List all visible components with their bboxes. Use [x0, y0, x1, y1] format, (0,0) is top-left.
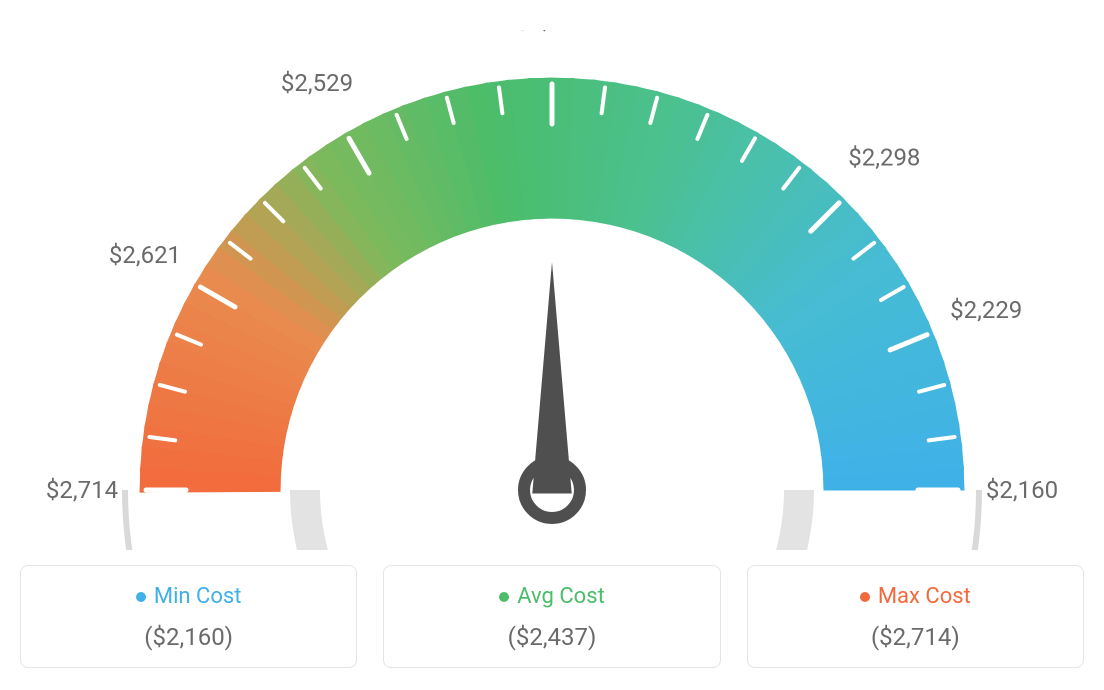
- legend-title-avg: Avg Cost: [394, 584, 709, 609]
- gauge-tick-label: $2,229: [950, 296, 1022, 324]
- legend-title-text-avg: Avg Cost: [517, 584, 605, 609]
- legend-card-max: Max Cost ($2,714): [747, 565, 1084, 668]
- legend-card-min: Min Cost ($2,160): [20, 565, 357, 668]
- legend-card-avg: Avg Cost ($2,437): [383, 565, 720, 668]
- legend-value-max: ($2,714): [758, 623, 1073, 651]
- legend-title-min: Min Cost: [31, 584, 346, 609]
- legend-dot-max: [860, 592, 870, 602]
- legend-dot-avg: [499, 592, 509, 602]
- gauge-tick-label: $2,621: [109, 241, 181, 269]
- legend-title-text-max: Max Cost: [878, 584, 971, 609]
- gauge-tick-label: $2,160: [986, 476, 1058, 504]
- legend-value-min: ($2,160): [31, 623, 346, 651]
- legend-dot-min: [136, 592, 146, 602]
- legend-value-avg: ($2,437): [394, 623, 709, 651]
- legend-title-text-min: Min Cost: [154, 584, 242, 609]
- gauge-tick-label: $2,714: [46, 476, 118, 504]
- gauge-tick-label: $2,437: [516, 30, 588, 34]
- legend-title-max: Max Cost: [758, 584, 1073, 609]
- gauge-tick-label: $2,298: [848, 144, 920, 172]
- gauge-svg: $2,160 $2,229 $2,298 $2,437 $2,529 $2,621 $2,7…: [0, 30, 1104, 550]
- gauge-tick-label: $2,529: [281, 69, 353, 97]
- gauge-chart: $2,160 $2,229 $2,298 $2,437 $2,529 $2,621 $2,7…: [0, 30, 1104, 550]
- legend-row: Min Cost ($2,160) Avg Cost ($2,437) Max …: [0, 565, 1104, 668]
